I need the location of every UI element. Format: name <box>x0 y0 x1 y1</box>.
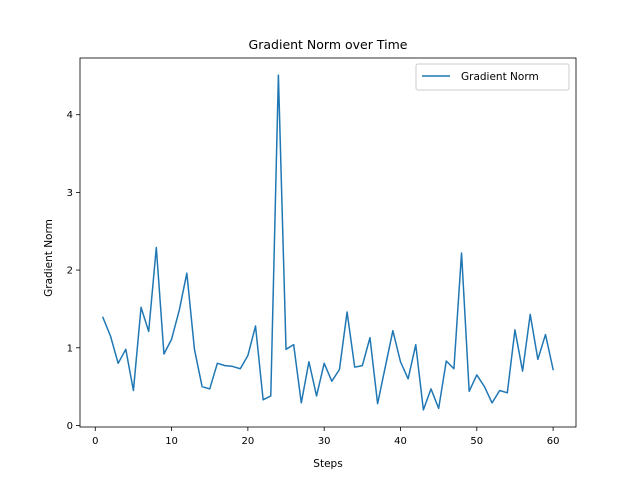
y-tick-label: 0 <box>67 421 73 432</box>
chart-title: Gradient Norm over Time <box>249 37 408 52</box>
y-axis: 0 1 2 3 4 <box>67 110 80 432</box>
legend: Gradient Norm <box>415 63 570 91</box>
x-tick-label: 60 <box>547 436 560 447</box>
plot-frame <box>79 57 577 428</box>
y-tick-label: 4 <box>67 110 73 121</box>
x-tick-label: 50 <box>470 436 483 447</box>
x-axis-label: Steps <box>313 458 342 470</box>
x-tick-label: 10 <box>165 436 178 447</box>
y-tick-label: 3 <box>67 188 73 199</box>
x-tick-label: 20 <box>242 436 255 447</box>
x-axis: 0 10 20 30 40 50 60 <box>92 427 559 447</box>
plot-area <box>79 57 577 428</box>
legend-label: Gradient Norm <box>461 71 539 83</box>
series-line-gradient-norm <box>101 74 555 411</box>
x-tick-label: 0 <box>92 436 98 447</box>
x-tick-label: 40 <box>394 436 407 447</box>
y-tick-label: 2 <box>67 266 73 277</box>
x-tick-label: 30 <box>318 436 331 447</box>
y-axis-label: Gradient Norm <box>43 219 55 297</box>
y-tick-label: 1 <box>67 343 73 354</box>
legend-box <box>415 63 570 91</box>
